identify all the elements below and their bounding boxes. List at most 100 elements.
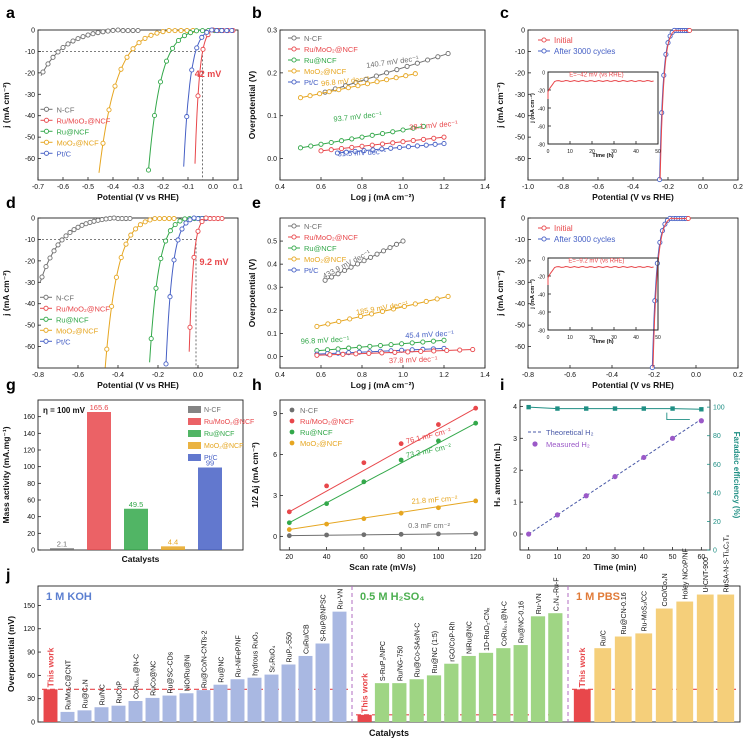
data-point xyxy=(436,505,441,511)
cdl-label: 21.8 mF cm⁻² xyxy=(411,494,458,506)
y-tick-label: 6 xyxy=(273,452,277,459)
y2-tick-label: 0 xyxy=(713,548,717,555)
fit-line xyxy=(289,533,476,537)
x-tick-label: 0.6 xyxy=(316,372,326,379)
y-tick-label: -10 xyxy=(515,49,525,56)
panel-c-inset: 0 10 20 30 40 50 -80 -60 -40 -20 0 Time (h) j (mA cm… xyxy=(529,71,661,160)
legend-after: After 3000 cycles xyxy=(554,235,615,244)
tafel-point xyxy=(400,127,406,133)
curve-marker xyxy=(63,233,69,239)
tafel-point xyxy=(352,148,358,154)
this-work-label: This work xyxy=(577,647,587,687)
tafel-point xyxy=(434,296,440,302)
curve-marker xyxy=(154,30,160,36)
x-axis-title: Catalysts xyxy=(122,554,160,564)
y-tick-label: -10 xyxy=(25,237,35,244)
data-point xyxy=(286,533,292,539)
inset-stability-trace xyxy=(547,265,654,285)
tafel-point xyxy=(404,63,410,69)
legend-marker xyxy=(289,440,295,446)
comparison-bar xyxy=(594,648,612,722)
y-tick-label: 0.0 xyxy=(267,156,277,163)
legend-marker xyxy=(291,234,297,240)
legend-label: N-CF xyxy=(304,34,322,43)
curve-marker xyxy=(200,46,206,52)
tafel-point xyxy=(317,91,323,97)
curve-marker xyxy=(187,30,194,36)
legend-marker xyxy=(541,225,547,231)
x-tick-label: -0.7 xyxy=(32,184,44,191)
x-tick-label: 0.2 xyxy=(233,372,243,379)
tafel-point xyxy=(370,147,376,153)
x-axis-title: Scan rate (mV/s) xyxy=(349,562,416,572)
faradaic-point xyxy=(670,406,675,411)
comparison-bar xyxy=(374,683,390,722)
comparison-label: RuP₂-550 xyxy=(287,632,294,662)
panel-b-tafel: 0.4 0.6 0.8 1.0 1.2 1.4 0.0 0.1 0.2 0.3 Log j (mA … xyxy=(247,28,490,203)
tafel-point xyxy=(328,147,334,153)
data-point xyxy=(436,438,441,444)
curve-marker xyxy=(157,79,164,85)
legend-marker xyxy=(43,106,50,112)
panel-f-inset: 0 10 20 30 40 50 -80 -60 -40 -20 0 Time (h) j (mA cm… xyxy=(529,257,661,346)
y-tick-label: -30 xyxy=(25,92,35,99)
panel-a-lsv: -0.7 -0.6 -0.5 -0.4 -0.3 -0.2 -0.1 0.0 0.1 -60 -50… xyxy=(1,27,243,202)
curve-marker xyxy=(685,215,691,222)
panel-letter-h: h xyxy=(252,377,262,394)
tafel-point xyxy=(307,93,313,99)
curve-marker xyxy=(39,274,45,280)
tafel-point xyxy=(414,143,420,149)
x-tick-label: 1.4 xyxy=(480,372,490,379)
curve-marker xyxy=(60,45,66,51)
comparison-label: CoRu₀.₅@N-C xyxy=(134,654,141,699)
tafel-point xyxy=(390,306,396,312)
tafel-point xyxy=(379,131,386,137)
x-tick-label: 40 xyxy=(633,149,639,155)
data-point xyxy=(361,532,367,538)
tafel-point xyxy=(387,245,393,251)
tafel-point xyxy=(373,73,379,79)
curve-marker xyxy=(142,35,148,41)
y-axis-title: j (mA cm⁻²) xyxy=(529,93,536,124)
tafel-point xyxy=(308,143,314,149)
x-tick-label: 20 xyxy=(589,149,595,155)
tafel-point xyxy=(359,143,365,149)
curve-marker xyxy=(177,218,183,224)
curve-marker xyxy=(79,222,85,228)
panel-h-cdl: 20 40 60 80 100 120 0 3 6 9 Scan rate (mV/s) 1/2 Δj… xyxy=(250,399,486,572)
curve-marker xyxy=(105,28,111,34)
x-tick-label: 1.4 xyxy=(480,184,490,191)
x-axis-title: Catalysts xyxy=(369,728,409,738)
x-tick-label: 60 xyxy=(360,554,368,561)
curve-marker xyxy=(224,27,230,34)
curve-marker xyxy=(183,220,189,226)
curve-marker xyxy=(100,29,106,35)
faradaic-point xyxy=(641,406,646,411)
tafel-point xyxy=(355,83,361,89)
comparison-label: Ru@CN-0.16 xyxy=(621,592,628,634)
tafel-point xyxy=(441,337,447,343)
legend-marker xyxy=(291,46,297,52)
comparison-label: Ru@Co-SAs/N-C xyxy=(415,623,422,678)
curve-marker xyxy=(148,336,154,342)
tafel-point xyxy=(369,311,375,317)
data-point xyxy=(361,516,367,522)
comparison-bar xyxy=(196,690,211,722)
y2-tick-label: 20 xyxy=(713,519,721,526)
comparison-bar xyxy=(179,693,194,722)
x-tick-label: 1.2 xyxy=(439,372,449,379)
tafel-point xyxy=(420,123,427,129)
y-tick-label: -60 xyxy=(538,311,545,317)
curve-marker xyxy=(124,54,130,60)
tafel-point xyxy=(336,87,342,93)
tafel-point xyxy=(297,95,304,101)
curve-marker xyxy=(172,28,178,34)
comparison-label: Ru@NC-0.16 xyxy=(519,601,526,643)
inset-stability-trace xyxy=(547,79,654,99)
y-tick-label: 0.5 xyxy=(267,239,277,246)
comparison-bar xyxy=(281,664,296,722)
y2-axis-title: Faradaic efficiency (%) xyxy=(732,432,741,519)
x-tick-label: 1.2 xyxy=(439,184,449,191)
tafel-point xyxy=(348,264,354,270)
